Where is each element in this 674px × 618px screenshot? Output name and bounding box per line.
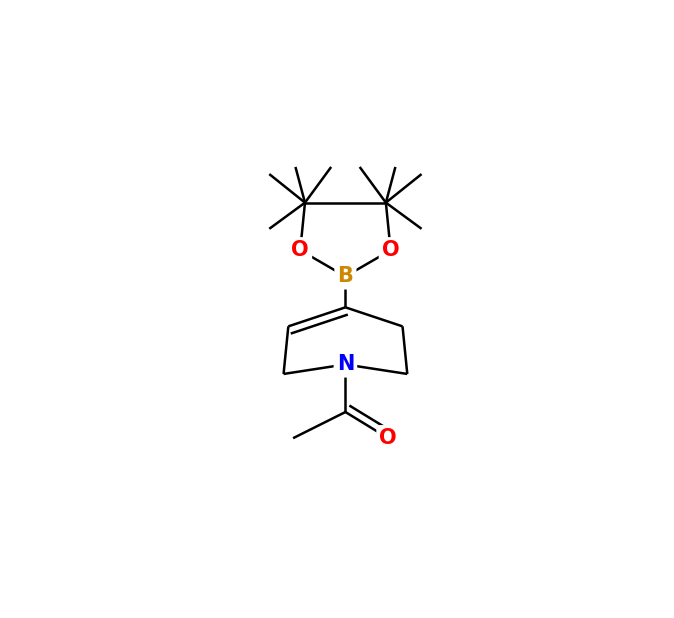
Text: O: O xyxy=(381,240,400,260)
Text: N: N xyxy=(337,355,354,375)
Text: O: O xyxy=(291,240,309,260)
Text: O: O xyxy=(379,428,397,448)
Text: B: B xyxy=(338,266,353,286)
